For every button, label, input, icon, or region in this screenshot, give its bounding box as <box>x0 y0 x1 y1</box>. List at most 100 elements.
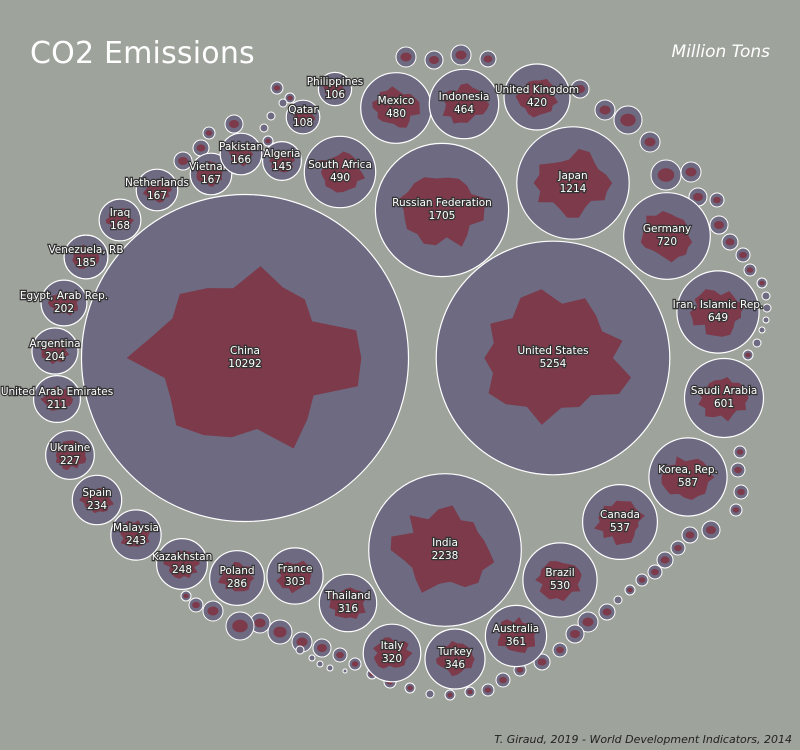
country-shape <box>737 488 745 496</box>
country-shape <box>318 151 365 193</box>
small-bubble <box>577 611 599 633</box>
small-bubble <box>758 326 766 334</box>
country-shape <box>40 386 73 411</box>
country-shape <box>398 177 487 247</box>
small-bubble <box>481 683 495 697</box>
small-bubble <box>647 564 663 580</box>
country-label: Canada <box>600 509 640 521</box>
value-label: 167 <box>147 190 167 202</box>
small-bubble <box>295 645 305 655</box>
country-shape <box>126 266 362 449</box>
country-shape <box>47 290 79 316</box>
value-label: 530 <box>550 580 570 592</box>
small-bubble <box>742 349 754 361</box>
small-bubble <box>225 611 255 641</box>
chart-title: CO2 Emissions <box>30 36 255 71</box>
country-shape <box>178 156 188 166</box>
small-bubble <box>404 682 416 694</box>
country-shape <box>734 466 742 474</box>
small-bubble <box>701 520 721 540</box>
country-shape <box>693 192 703 202</box>
country-shape <box>537 658 547 666</box>
small-bubble <box>650 159 682 191</box>
country-shape <box>689 289 746 337</box>
country-shape <box>661 456 715 500</box>
country-label: Mexico <box>378 95 415 107</box>
country-shape <box>484 687 492 693</box>
country-shape <box>515 78 558 118</box>
country-shape <box>644 137 656 147</box>
chart-subtitle: Million Tons <box>671 42 770 62</box>
country-shape <box>455 50 467 60</box>
value-label: 10292 <box>228 358 261 370</box>
country-shape <box>516 667 524 673</box>
country-shape <box>594 500 645 546</box>
country-shape <box>706 525 716 535</box>
value-label: 145 <box>272 161 292 173</box>
country-shape <box>627 587 633 593</box>
country-shape <box>163 550 200 579</box>
small-bubble <box>326 664 334 672</box>
country-label: Egypt, Arab Rep. <box>20 290 108 302</box>
small-bubble <box>565 624 585 644</box>
country-shape <box>317 643 327 653</box>
small-bubble <box>752 338 762 348</box>
country-label: Iran, Islamic Rep. <box>673 299 764 311</box>
country-shape <box>651 568 659 576</box>
small-bubble <box>635 573 649 587</box>
country-shape <box>196 144 206 152</box>
country-label: Australia <box>493 623 539 635</box>
bubble-circle <box>425 689 435 699</box>
country-shape <box>746 267 754 273</box>
value-label: 185 <box>76 257 96 269</box>
country-label: Kazakhstan <box>152 551 213 563</box>
value-label: 211 <box>47 399 67 411</box>
country-shape <box>575 84 585 94</box>
country-shape <box>105 208 134 231</box>
country-shape <box>218 561 255 592</box>
country-shape <box>72 244 100 269</box>
country-shape <box>351 661 359 667</box>
country-shape <box>714 220 724 230</box>
small-bubble <box>613 595 623 605</box>
country-label: Germany <box>643 223 691 235</box>
small-bubble <box>270 81 284 95</box>
small-bubble <box>224 114 244 134</box>
country-shape <box>229 119 239 129</box>
country-shape <box>269 149 295 173</box>
bubble-circle <box>308 654 316 662</box>
small-bubble <box>680 161 702 183</box>
small-bubble <box>262 135 274 147</box>
country-shape <box>467 689 473 695</box>
country-shape <box>447 692 453 698</box>
small-bubble <box>733 445 747 459</box>
small-bubble <box>479 50 497 68</box>
country-label: Poland <box>219 565 254 577</box>
small-bubble <box>266 111 276 121</box>
country-shape <box>745 352 751 358</box>
country-shape <box>372 86 420 128</box>
small-bubble <box>395 46 417 68</box>
bubble-circle <box>295 645 305 655</box>
country-shape <box>254 618 266 628</box>
bubble-circle <box>266 111 276 121</box>
country-label: South Africa <box>308 159 372 171</box>
small-bubble <box>332 647 348 663</box>
small-bubble <box>424 50 444 70</box>
country-label: Spain <box>82 487 111 499</box>
country-shape <box>732 507 740 513</box>
small-bubble <box>639 131 661 153</box>
